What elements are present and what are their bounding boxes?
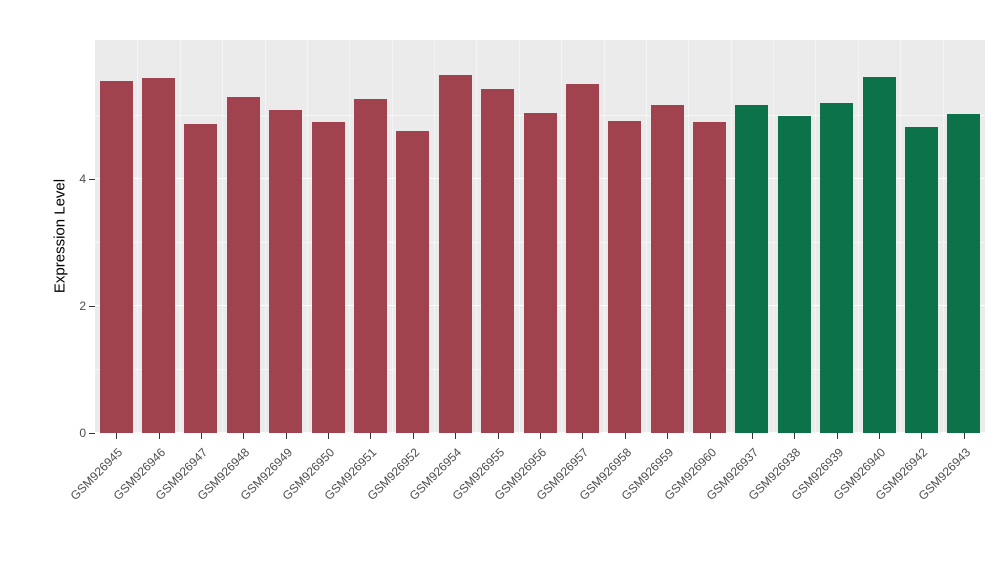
x-tick-mark (625, 433, 626, 439)
x-tick-mark (455, 433, 456, 439)
gridline-vertical (943, 40, 944, 433)
gridline-vertical (900, 40, 901, 433)
bar (312, 122, 345, 433)
x-tick-mark (752, 433, 753, 439)
bar (693, 122, 726, 433)
gridline-vertical (307, 40, 308, 433)
x-tick-mark (667, 433, 668, 439)
gridline-vertical (137, 40, 138, 433)
y-axis-title: Expression Level (51, 178, 69, 294)
bar (947, 114, 980, 433)
bar (481, 89, 514, 433)
gridline-vertical (646, 40, 647, 433)
y-tick-mark (89, 306, 95, 308)
gridline-vertical (688, 40, 689, 433)
x-tick-label: GSM926945 (67, 445, 126, 503)
bar (651, 105, 684, 433)
gridline-vertical (222, 40, 223, 433)
x-tick-label: GSM926948 (194, 445, 253, 503)
x-tick-mark (540, 433, 541, 439)
bar (863, 77, 896, 433)
x-tick-mark (413, 433, 414, 439)
gridline-vertical (392, 40, 393, 433)
bar (354, 99, 387, 433)
x-tick-mark (837, 433, 838, 439)
x-tick-label: GSM926959 (618, 445, 677, 503)
x-tick-label: GSM926938 (745, 445, 804, 503)
bar (566, 84, 599, 433)
x-tick-mark (498, 433, 499, 439)
x-tick-mark (921, 433, 922, 439)
gridline-vertical (858, 40, 859, 433)
bar (142, 78, 175, 433)
bar (608, 121, 641, 433)
gridline-vertical (349, 40, 350, 433)
x-tick-mark (879, 433, 880, 439)
bar (820, 103, 853, 433)
y-tick-label: 2 (79, 299, 86, 314)
bar (778, 116, 811, 433)
bar (227, 97, 260, 433)
x-tick-mark (794, 433, 795, 439)
bar (524, 113, 557, 433)
plot-panel (95, 40, 985, 433)
x-tick-mark (370, 433, 371, 439)
gridline-vertical (561, 40, 562, 433)
bar (735, 105, 768, 433)
bar (905, 127, 938, 433)
x-tick-label: GSM926943 (915, 445, 974, 503)
gridline-vertical (731, 40, 732, 433)
x-tick-label: GSM926954 (406, 445, 465, 503)
x-tick-mark (582, 433, 583, 439)
y-tick-mark (89, 433, 95, 434)
x-tick-label: GSM926957 (533, 445, 592, 503)
gridline-vertical (476, 40, 477, 433)
bar (100, 81, 133, 433)
gridline-vertical (604, 40, 605, 433)
bar (439, 75, 472, 433)
x-tick-mark (710, 433, 711, 439)
gridline-vertical (519, 40, 520, 433)
y-tick-label: 4 (79, 172, 86, 187)
gridline-vertical (815, 40, 816, 433)
x-tick-label: GSM926951 (321, 445, 380, 503)
y-tick-label: 0 (79, 426, 86, 440)
x-tick-mark (964, 433, 965, 439)
x-tick-label: GSM926942 (872, 445, 931, 503)
gridline-vertical (434, 40, 435, 433)
y-tick-mark (89, 179, 95, 181)
gridline-vertical (180, 40, 181, 433)
gridline-vertical (773, 40, 774, 433)
x-tick-mark (116, 433, 117, 439)
bar (396, 131, 429, 433)
x-tick-mark (243, 433, 244, 439)
bar (184, 124, 217, 433)
x-tick-mark (159, 433, 160, 439)
x-tick-mark (201, 433, 202, 439)
gridline-vertical (265, 40, 266, 433)
x-tick-mark (328, 433, 329, 439)
x-tick-mark (286, 433, 287, 439)
bar (269, 110, 302, 433)
